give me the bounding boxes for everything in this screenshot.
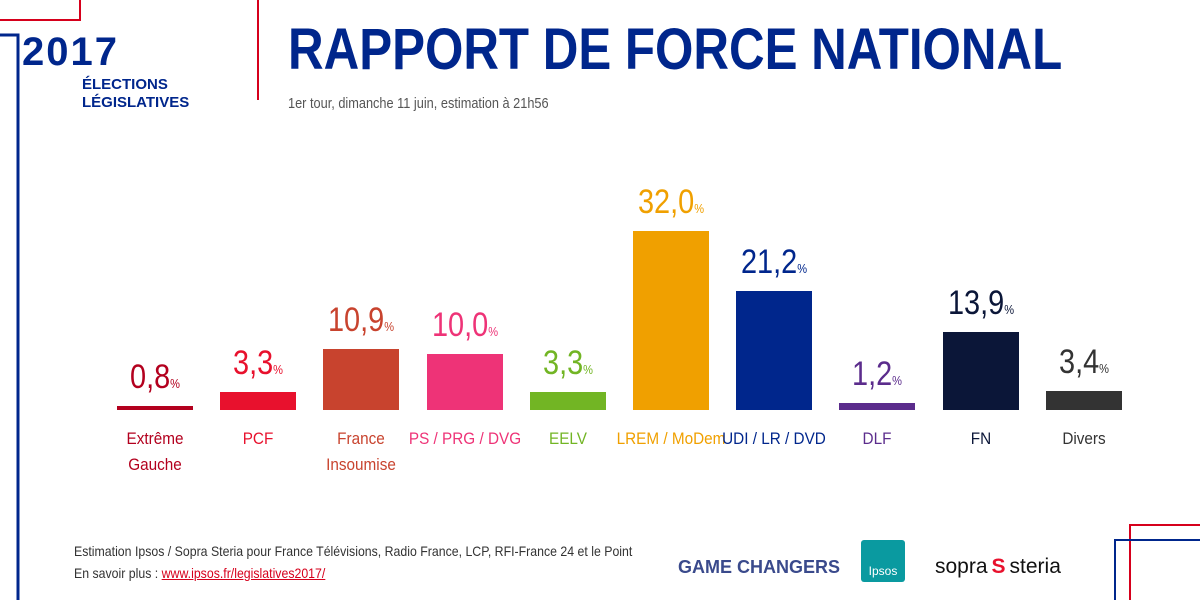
more-text: En savoir plus : (74, 565, 159, 581)
more: En savoir plus : www.ipsos.fr/legislativ… (74, 562, 632, 584)
value-label: 3,3% (233, 343, 284, 382)
bar (942, 332, 1019, 410)
bar (117, 405, 193, 410)
sopra: sopra (935, 555, 988, 578)
bar (220, 391, 297, 410)
category-label: LREM / MoDem (616, 429, 726, 448)
chart-subtitle: 1er tour, dimanche 11 juin, estimation à… (288, 95, 549, 112)
ipsos-logo: Ipsos (861, 540, 905, 582)
category-label: DLF (862, 429, 892, 448)
footer: Estimation Ipsos / Sopra Steria pour Fra… (74, 540, 632, 584)
logo-line: ÉLECTIONS (82, 76, 168, 93)
bar (323, 348, 400, 410)
logo-year: 2017 (22, 30, 119, 74)
logo-line: LÉGISLATIVES (82, 94, 190, 111)
value-label: 1,2% (852, 355, 903, 394)
logo-text: ÉLECTIONS LÉGISLATIVES (82, 76, 189, 112)
category-label: EELV (548, 429, 587, 448)
category-label: Extrême Gauche (126, 429, 184, 474)
value-label: 0,8% (129, 357, 180, 396)
bar (1045, 390, 1122, 410)
chart-title: RAPPORT DE FORCE NATIONAL (288, 17, 1063, 82)
source: Estimation Ipsos / Sopra Steria pour Fra… (74, 543, 633, 559)
bar (426, 354, 503, 410)
bar (633, 230, 709, 410)
link[interactable]: www.ipsos.fr/legislatives2017/ (161, 565, 326, 581)
game-changers: GAME CHANGERS (678, 557, 841, 577)
value-label: 3,3% (542, 343, 593, 382)
bar (736, 291, 813, 410)
value-label: 10,0% (431, 306, 498, 344)
category-label: Divers (1062, 429, 1106, 448)
steria: steria (1009, 555, 1061, 578)
value-label: 21,2% (741, 243, 808, 282)
value-label: 10,9% (328, 300, 395, 339)
category-label: UDI / LR / DVD (722, 429, 827, 448)
bar (529, 391, 606, 410)
category-label: FN (970, 429, 991, 448)
bar (839, 403, 916, 410)
category-label: PS / PRG / DVG (408, 429, 521, 448)
category-label: France Insoumise (326, 429, 397, 474)
category-label: PCF (242, 429, 274, 448)
value-label: 13,9% (947, 284, 1014, 323)
value-label: 3,4% (1058, 342, 1109, 381)
value-label: 32,0% (637, 182, 705, 221)
